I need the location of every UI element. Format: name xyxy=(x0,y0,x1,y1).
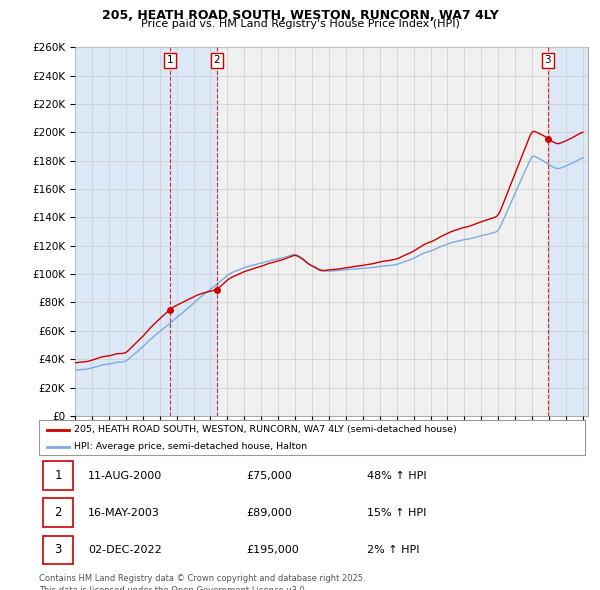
Text: £195,000: £195,000 xyxy=(247,545,299,555)
Text: Price paid vs. HM Land Registry's House Price Index (HPI): Price paid vs. HM Land Registry's House … xyxy=(140,19,460,30)
FancyBboxPatch shape xyxy=(43,461,73,490)
Text: Contains HM Land Registry data © Crown copyright and database right 2025.: Contains HM Land Registry data © Crown c… xyxy=(39,574,365,583)
Bar xyxy=(75,47,170,416)
Text: 2% ↑ HPI: 2% ↑ HPI xyxy=(367,545,419,555)
Text: 205, HEATH ROAD SOUTH, WESTON, RUNCORN, WA7 4LY (semi-detached house): 205, HEATH ROAD SOUTH, WESTON, RUNCORN, … xyxy=(74,425,457,434)
FancyBboxPatch shape xyxy=(43,536,73,564)
Text: 16-MAY-2003: 16-MAY-2003 xyxy=(88,508,160,517)
Text: 11-AUG-2000: 11-AUG-2000 xyxy=(88,471,163,480)
Bar xyxy=(548,47,588,416)
Bar xyxy=(170,47,217,416)
Text: £89,000: £89,000 xyxy=(247,508,292,517)
Text: 15% ↑ HPI: 15% ↑ HPI xyxy=(367,508,426,517)
Text: 2: 2 xyxy=(214,55,220,65)
Text: 48% ↑ HPI: 48% ↑ HPI xyxy=(367,471,426,480)
Text: 2: 2 xyxy=(55,506,62,519)
Text: 205, HEATH ROAD SOUTH, WESTON, RUNCORN, WA7 4LY: 205, HEATH ROAD SOUTH, WESTON, RUNCORN, … xyxy=(101,9,499,22)
Text: This data is licensed under the Open Government Licence v3.0.: This data is licensed under the Open Gov… xyxy=(39,586,307,590)
Text: £75,000: £75,000 xyxy=(247,471,292,480)
Text: HPI: Average price, semi-detached house, Halton: HPI: Average price, semi-detached house,… xyxy=(74,442,308,451)
Text: 02-DEC-2022: 02-DEC-2022 xyxy=(88,545,162,555)
FancyBboxPatch shape xyxy=(43,499,73,527)
Text: 3: 3 xyxy=(544,55,551,65)
Text: 1: 1 xyxy=(55,469,62,482)
Text: 3: 3 xyxy=(55,543,62,556)
Text: 1: 1 xyxy=(167,55,173,65)
